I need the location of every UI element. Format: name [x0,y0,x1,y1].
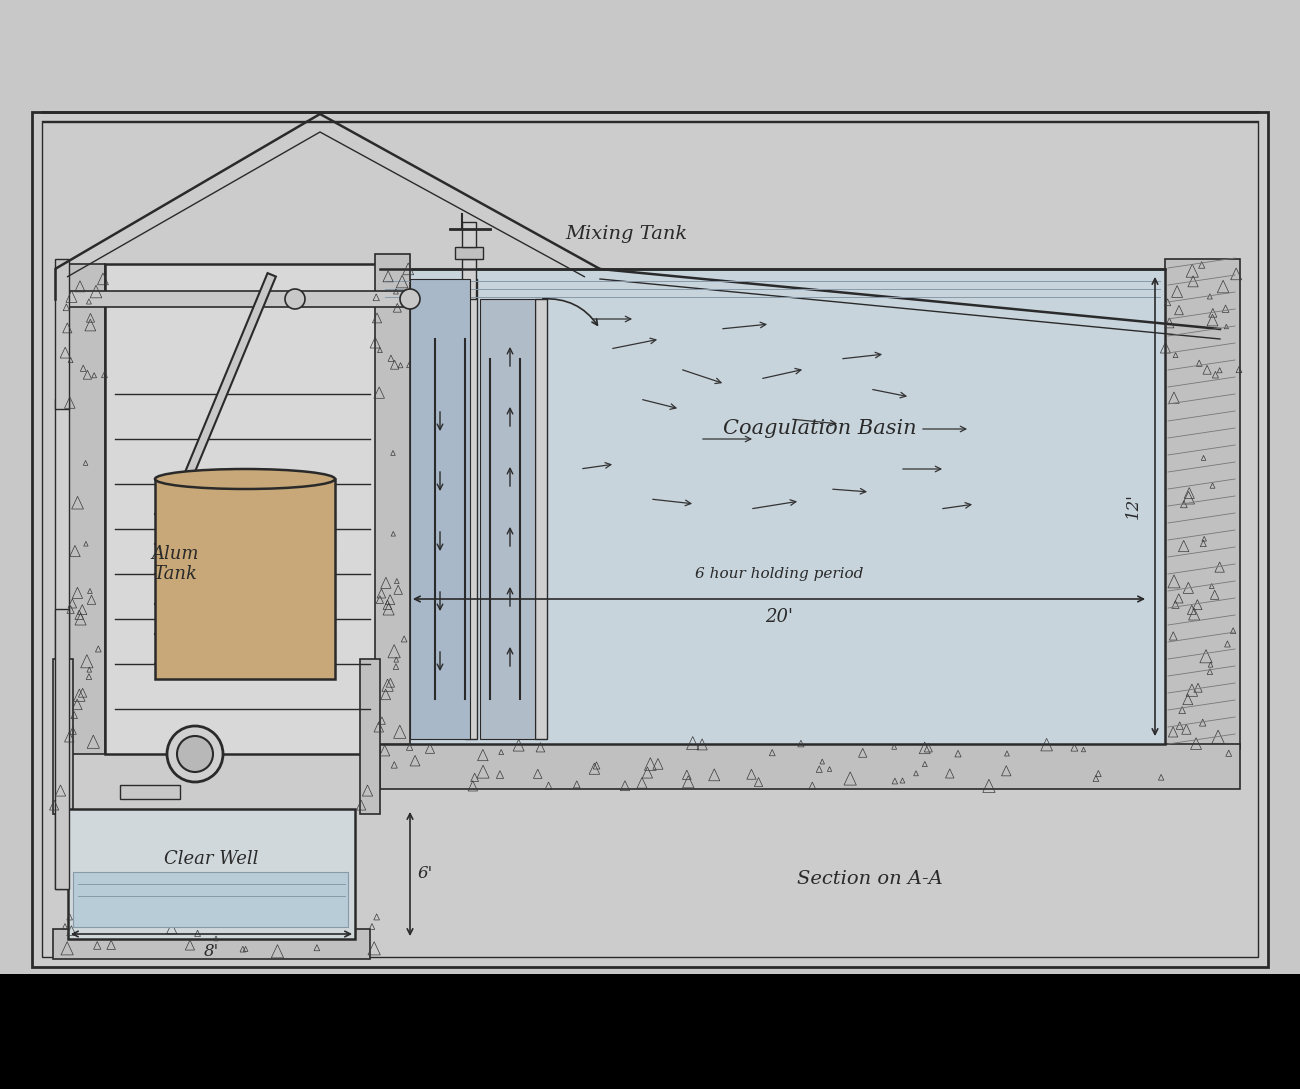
Text: Alum
Tank: Alum Tank [151,544,199,584]
Bar [65,264,105,754]
Bar [462,222,476,247]
Bar [55,399,69,889]
Text: 6': 6' [417,866,433,882]
Bar [73,872,348,927]
Bar [465,279,477,739]
Text: 8': 8' [204,943,220,960]
Bar [380,744,1240,790]
Bar [155,479,335,680]
Circle shape [285,289,306,309]
Bar [536,299,547,739]
Bar [374,254,410,744]
Circle shape [166,726,224,782]
Bar [455,247,484,259]
Bar [0,974,1300,1089]
Bar [120,785,179,799]
Bar [410,279,471,739]
Ellipse shape [155,469,335,489]
Text: Mixing Tank: Mixing Tank [566,225,688,243]
Bar [55,609,69,889]
Bar [1165,259,1240,749]
Bar [380,269,1165,744]
Text: Clear Well: Clear Well [164,851,259,868]
Bar [68,291,408,307]
Bar [53,659,73,813]
Bar [53,929,370,959]
Bar [32,112,1268,967]
Bar [68,809,355,939]
Bar [42,122,1258,957]
Text: Section on A-A: Section on A-A [797,870,942,888]
Text: 20': 20' [764,608,793,626]
Bar [480,299,536,739]
Text: 12': 12' [1124,493,1141,519]
Text: Coagulation Basin: Coagulation Basin [723,419,916,439]
Bar [55,259,69,409]
Bar [462,259,476,299]
Bar [105,264,380,754]
Circle shape [400,289,420,309]
Circle shape [177,736,213,772]
Bar [360,659,380,813]
Text: 6 hour holding period: 6 hour holding period [694,567,863,582]
